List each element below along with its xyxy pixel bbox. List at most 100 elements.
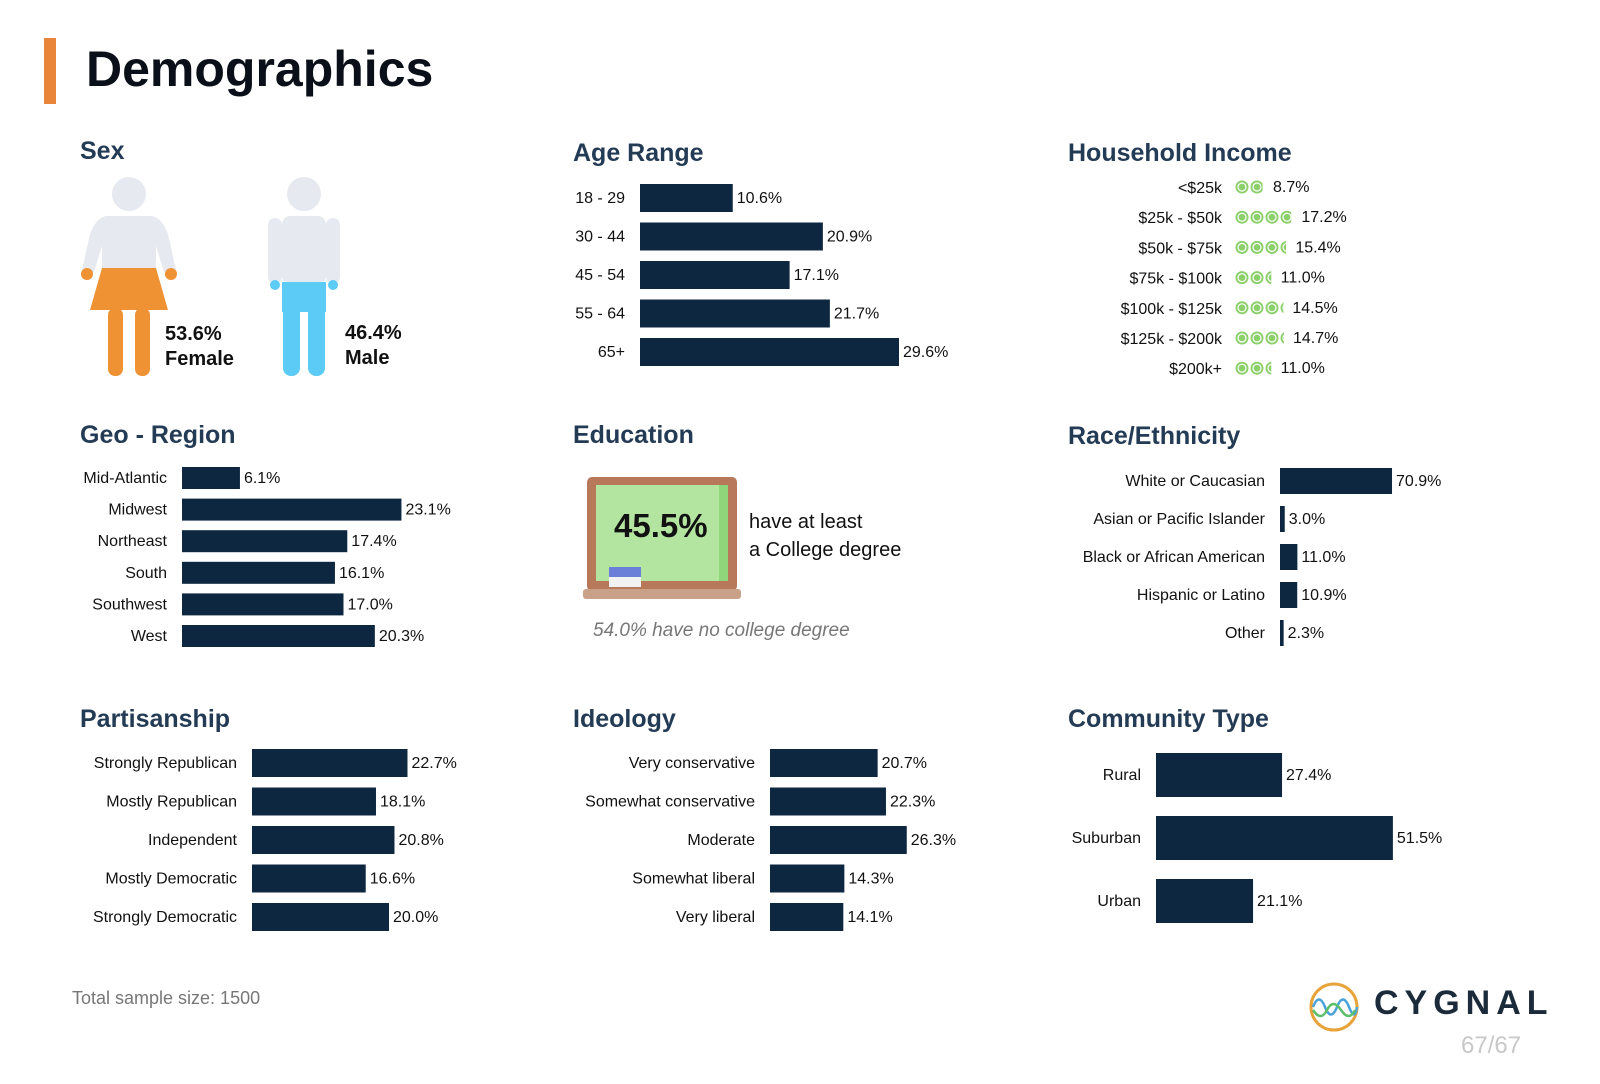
ideology-title: Ideology — [573, 705, 676, 733]
party-value-label: 22.7% — [411, 755, 456, 772]
money-coin-icon — [1250, 271, 1264, 285]
income-value-label: 15.4% — [1295, 239, 1340, 256]
money-coin-icon — [1235, 331, 1249, 345]
page-title: Demographics — [86, 41, 434, 97]
geo-value-label: 17.4% — [351, 533, 396, 550]
ideo-category-label: Very liberal — [676, 909, 755, 926]
geo-category-label: West — [131, 628, 168, 645]
age-bar — [640, 261, 790, 289]
comm-value-label: 51.5% — [1397, 830, 1442, 847]
money-coin-icon — [1235, 210, 1249, 224]
ideo-bar — [770, 903, 844, 931]
ideo-category-label: Somewhat liberal — [632, 871, 755, 888]
race-category-label: White or Caucasian — [1125, 473, 1265, 490]
geo-bar — [182, 593, 344, 616]
race-bar — [1280, 506, 1285, 532]
race-bar — [1280, 544, 1298, 570]
party-category-label: Strongly Democratic — [93, 909, 237, 926]
age-value-label: 21.7% — [834, 306, 879, 323]
income-category-label: $25k - $50k — [1138, 210, 1223, 227]
race-value-label: 70.9% — [1396, 473, 1441, 490]
geo-value-label: 17.0% — [348, 596, 393, 613]
race-category-label: Black or African American — [1083, 549, 1265, 566]
race-value-label: 2.3% — [1288, 625, 1324, 642]
income-value-label: 11.0% — [1281, 270, 1325, 287]
geo-value-label: 23.1% — [405, 502, 450, 519]
race-title: Race/Ethnicity — [1068, 422, 1241, 450]
household-income-chart: <$25k 8.7% $25k - $50k 17.2% $50k - $75k 15.4… — [1121, 179, 1347, 378]
male-figure-icon — [268, 177, 340, 376]
age-category-label: 30 - 44 — [575, 229, 625, 246]
race-bar — [1280, 620, 1284, 646]
money-coin-icon — [1280, 332, 1284, 344]
money-coin-icon — [1250, 210, 1264, 224]
ideo-bar — [770, 864, 845, 893]
ideo-category-label: Very conservative — [629, 755, 755, 772]
age-category-label: 55 - 64 — [575, 306, 625, 323]
income-title: Household Income — [1068, 139, 1292, 167]
female-stat: 53.6% Female — [165, 322, 234, 372]
page-number: 67/67 — [1461, 1032, 1522, 1059]
race-category-label: Asian or Pacific Islander — [1093, 511, 1265, 528]
geo-category-label: Midwest — [108, 502, 167, 519]
race-category-label: Hispanic or Latino — [1137, 587, 1265, 604]
money-coin-icon — [1235, 180, 1249, 194]
income-category-label: $75k - $100k — [1129, 271, 1223, 288]
geo-bar — [182, 467, 240, 489]
partisanship-chart: Strongly Republican 22.7% Mostly Republica… — [93, 749, 457, 931]
income-category-label: <$25k — [1178, 180, 1223, 197]
cygnal-wordmark: CYGNAL — [1374, 984, 1554, 1022]
geo-title: Geo - Region — [80, 421, 236, 449]
party-category-label: Mostly Republican — [106, 794, 237, 811]
comm-bar — [1156, 816, 1393, 860]
geo-bar — [182, 625, 375, 647]
education-board-pct: 45.5% — [614, 507, 708, 544]
comm-category-label: Urban — [1097, 893, 1141, 910]
party-value-label: 20.8% — [398, 832, 443, 849]
party-category-label: Mostly Democratic — [105, 871, 237, 888]
geo-bar — [182, 498, 402, 521]
geo-bar — [182, 530, 348, 553]
age-value-label: 29.6% — [903, 344, 948, 361]
money-coin-icon — [1280, 240, 1286, 254]
title-accent-bar — [44, 38, 56, 104]
money-coin-icon — [1265, 301, 1279, 315]
party-bar — [252, 864, 366, 893]
race-ethnicity-chart: White or Caucasian 70.9% Asian or Pacific … — [1083, 468, 1441, 646]
education-line-2: a College degree — [749, 539, 902, 561]
cygnal-logo-icon — [1309, 982, 1359, 1032]
ideology-chart: Very conservative 20.7% Somewhat conservat… — [585, 749, 956, 931]
male-label: Male — [345, 347, 390, 369]
ideo-value-label: 14.1% — [847, 909, 892, 926]
education-line-1: have at least — [749, 511, 863, 533]
party-category-label: Strongly Republican — [94, 755, 237, 772]
age-bar — [640, 338, 899, 366]
money-coin-icon — [1265, 361, 1272, 375]
age-category-label: 65+ — [598, 344, 625, 361]
race-category-label: Other — [1225, 625, 1266, 642]
age-value-label: 10.6% — [737, 190, 782, 207]
age-category-label: 45 - 54 — [575, 267, 625, 284]
income-category-label: $50k - $75k — [1138, 240, 1223, 257]
money-coin-icon — [1250, 301, 1264, 315]
money-coin-icon — [1235, 240, 1249, 254]
ideo-value-label: 20.7% — [882, 755, 927, 772]
geo-value-label: 6.1% — [244, 470, 280, 487]
sex-title: Sex — [80, 137, 125, 165]
money-coin-icon — [1280, 210, 1292, 224]
income-value-label: 14.7% — [1293, 330, 1338, 347]
female-figure-icon — [81, 177, 177, 376]
ideo-value-label: 14.3% — [848, 871, 893, 888]
geo-value-label: 20.3% — [379, 628, 424, 645]
female-pct: 53.6% — [165, 323, 222, 345]
age-category-label: 18 - 29 — [575, 190, 625, 207]
partisanship-title: Partisanship — [80, 705, 231, 733]
ideo-value-label: 22.3% — [890, 794, 935, 811]
money-coin-icon — [1250, 331, 1264, 345]
female-label: Female — [165, 348, 234, 370]
race-value-label: 3.0% — [1289, 511, 1325, 528]
chalkboard-icon — [583, 477, 741, 599]
age-bar — [640, 299, 830, 328]
ideo-bar — [770, 787, 886, 816]
money-coin-icon — [1235, 271, 1249, 285]
